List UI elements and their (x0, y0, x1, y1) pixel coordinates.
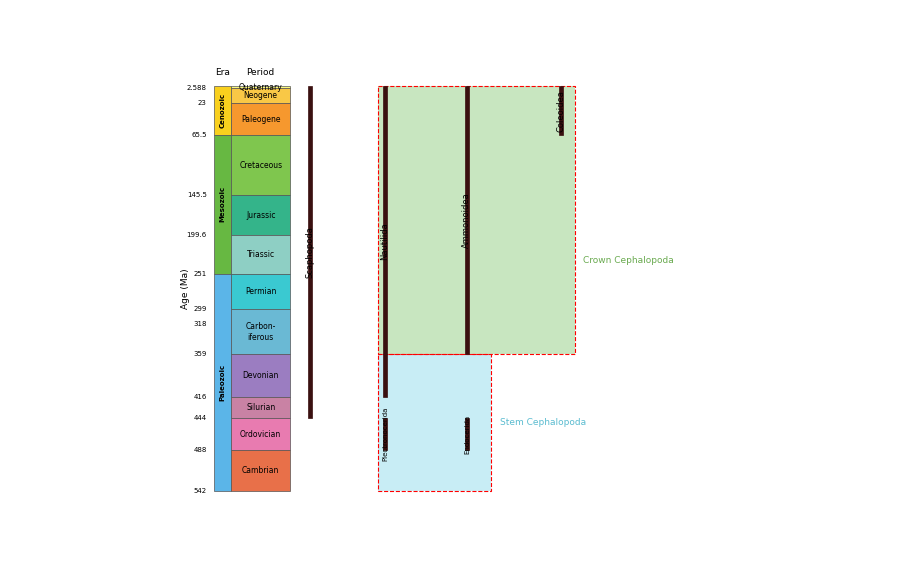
Text: Ammonoidea: Ammonoidea (463, 192, 472, 248)
Text: 444: 444 (194, 415, 207, 421)
Bar (231, 88, 291, 104)
Text: Nautilida: Nautilida (381, 223, 390, 261)
Text: Jurassic: Jurassic (246, 210, 275, 219)
Text: 299: 299 (194, 306, 207, 312)
Text: 488: 488 (194, 447, 207, 453)
Text: Ordovician: Ordovician (240, 430, 282, 439)
Text: Paleozoic: Paleozoic (220, 364, 225, 401)
Text: Carbon-
iferous: Carbon- iferous (246, 322, 276, 342)
Text: 145.5: 145.5 (187, 192, 207, 198)
Text: 23: 23 (198, 100, 207, 107)
Text: Cambrian: Cambrian (242, 466, 279, 475)
Text: Scaphopoda: Scaphopoda (305, 226, 314, 278)
Bar (382, 86, 387, 396)
Text: Silurian: Silurian (246, 403, 275, 412)
Bar (231, 417, 291, 451)
Text: Triassic: Triassic (247, 250, 274, 259)
Text: Paleogene: Paleogene (241, 115, 281, 124)
Bar (464, 86, 469, 354)
Bar (378, 86, 574, 354)
Text: Cenozoic: Cenozoic (220, 93, 225, 129)
Bar (231, 396, 291, 417)
Text: Coleoidea: Coleoidea (556, 90, 565, 132)
Bar (308, 86, 312, 417)
Text: Age (Ma): Age (Ma) (181, 268, 190, 309)
Bar (231, 274, 291, 310)
Text: 199.6: 199.6 (186, 232, 207, 238)
Bar (213, 86, 231, 135)
Bar (231, 195, 291, 235)
Text: Quaternary: Quaternary (238, 83, 283, 92)
Bar (231, 451, 291, 491)
Text: Plectronocerida: Plectronocerida (382, 407, 388, 461)
Text: 542: 542 (194, 488, 207, 494)
Text: 359: 359 (194, 351, 207, 357)
Bar (231, 235, 291, 274)
Text: Stem Cephalopoda: Stem Cephalopoda (500, 418, 586, 427)
Bar (213, 135, 231, 274)
Text: 251: 251 (194, 271, 207, 276)
Text: Cretaceous: Cretaceous (239, 161, 283, 170)
Text: Endocerida: Endocerida (464, 415, 470, 453)
Bar (231, 135, 291, 195)
Text: Era: Era (215, 68, 230, 77)
Bar (378, 354, 491, 491)
Text: Period: Period (247, 68, 274, 77)
Bar (464, 417, 469, 451)
Bar (213, 274, 231, 491)
Text: 416: 416 (194, 394, 207, 400)
Text: Permian: Permian (245, 287, 276, 296)
Bar (378, 86, 574, 354)
Text: Mesozoic: Mesozoic (220, 186, 225, 222)
Bar (231, 86, 291, 88)
Text: 2.588: 2.588 (186, 85, 207, 91)
Text: Crown Cephalopoda: Crown Cephalopoda (583, 256, 674, 265)
Bar (231, 104, 291, 135)
Bar (378, 354, 491, 491)
Bar (231, 310, 291, 354)
Text: 65.5: 65.5 (191, 132, 207, 138)
Text: Devonian: Devonian (242, 371, 279, 380)
Bar (559, 86, 563, 135)
Text: 318: 318 (194, 320, 207, 327)
Bar (231, 354, 291, 396)
Bar (382, 417, 387, 451)
Text: Neogene: Neogene (244, 91, 278, 100)
